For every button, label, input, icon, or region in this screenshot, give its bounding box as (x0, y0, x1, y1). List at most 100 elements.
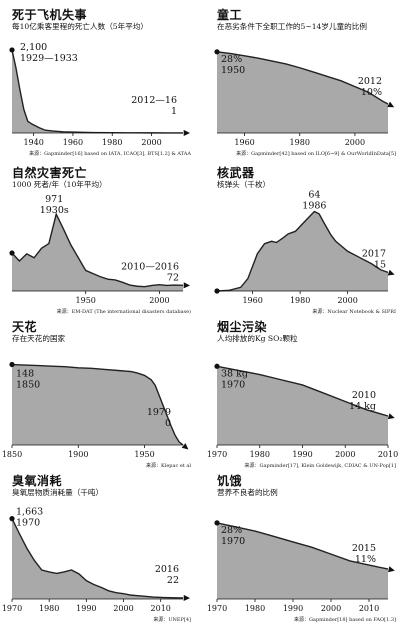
x-tick-label: 2010 (359, 604, 379, 613)
source-note: 来源：Gapminder[17], Klein Goldewijk, CDIAC… (245, 462, 396, 469)
annotation-period: 2017 (362, 248, 386, 259)
x-tick-label: 1990 (76, 604, 96, 613)
chart-subtitle: 每10亿乘客里程的死亡人数（5年平均） (12, 22, 148, 31)
chart-subtitle: 核弹头（千枚） (217, 180, 271, 189)
source-note: 来源：Gapminder[18] based on FAO[1.3] (294, 616, 396, 623)
x-tick-label: 2000 (149, 296, 169, 305)
chart-title: 天花 (12, 320, 38, 334)
source-note: 来源：UNEP[4] (153, 616, 191, 623)
chart-subtitle: 存在天花的国家 (12, 334, 66, 343)
chart-ozone-depletion: 1970 1980 1990 2000 20101,6631970222016来源：UN… (2, 507, 191, 623)
annotation-value: 28% (221, 54, 242, 65)
annotation-period: 1929—1933 (20, 53, 78, 64)
annotation-value: 0 (165, 418, 171, 429)
source-note: 来源：Gapminder[16] based on IATA, ICAO[3],… (29, 150, 191, 157)
x-tick-label: 2000 (345, 138, 365, 147)
annotation-value: 72 (167, 272, 179, 283)
source-note: 来源：Nuclear Notebook & SIPRI (312, 308, 396, 315)
chart-title: 死于飞机失事 (12, 8, 88, 22)
x-tick-label: 1950 (134, 450, 154, 459)
x-tick-label: 1960 (63, 138, 83, 147)
annotation-period: 2015 (352, 543, 376, 554)
panel-child-labor: 童工 在恶劣条件下全职工作的5~14岁儿童的比例 1960 1980 2000 28%… (205, 6, 405, 161)
annotation-value: 10% (361, 87, 382, 98)
source-note: 来源：Gapminder[42] based on ILO[6~9] & Our… (236, 150, 396, 157)
start-point (9, 250, 15, 256)
annotation-value: 38 kg (221, 368, 248, 379)
x-tick-label: 1980 (290, 296, 310, 305)
annotation-period: 1930s (40, 205, 69, 216)
annotation-value: 14 kg (349, 401, 376, 412)
annotation-period: 2010—2016 (121, 261, 179, 272)
annotation-period: 1970 (221, 536, 245, 547)
x-tick-label: 2000 (113, 604, 133, 613)
start-point (214, 520, 220, 526)
annotation-value: 971 (45, 194, 63, 205)
annotation-period: 1979 (147, 407, 171, 418)
source-note: 来源：Klepac et al (146, 462, 191, 469)
x-tick-label: 1990 (283, 604, 303, 613)
x-tick-label: 2000 (321, 604, 341, 613)
x-tick-label: 1970 (207, 450, 227, 459)
annotation-period: 1970 (221, 379, 245, 390)
end-arrow (387, 101, 395, 108)
end-arrow (183, 129, 190, 137)
source-note: 来源：EM-DAT (The international disasters d… (57, 308, 191, 315)
annotation-value: 11% (355, 554, 376, 565)
chart-title: 臭氧消耗 (12, 474, 63, 488)
annotation-period: 1850 (16, 380, 40, 391)
panel-hunger: 饥饿 营养不良者的比例 1970 1980 1990 2000 2010 28% 1970 1… (205, 472, 405, 627)
series-line (216, 51, 389, 105)
start-point (9, 516, 15, 522)
series-line (11, 518, 184, 599)
x-tick-label: 1950 (76, 296, 96, 305)
series-line (216, 365, 389, 417)
panel-soot-pollution: 烟尘污染 人均排放的Kg SO₂颗粒 1970 1980 1990 2000 2010 3… (205, 318, 405, 473)
series-area (12, 364, 183, 445)
annotation-period: 1950 (221, 65, 245, 76)
series-area (12, 214, 183, 291)
chart-title: 自然灾害死亡 (12, 166, 88, 180)
series-area (12, 518, 183, 599)
series-area (217, 366, 388, 445)
chart-subtitle: 1000 死者/年（10年平均） (12, 180, 107, 189)
end-arrow (183, 282, 190, 289)
x-tick-label: 1980 (39, 604, 59, 613)
x-tick-label: 1960 (234, 138, 254, 147)
chart-title: 烟尘污染 (217, 320, 268, 334)
end-arrow (387, 413, 395, 420)
series-area (217, 211, 388, 291)
annotation-period: 2010 (352, 390, 376, 401)
annotation-period: 1986 (302, 200, 326, 211)
series-area (12, 49, 183, 134)
start-point (9, 361, 15, 368)
annotation-period: 1970 (16, 518, 40, 529)
series-line (216, 522, 389, 570)
x-tick-label: 1970 (207, 604, 227, 613)
series-area (217, 522, 388, 599)
x-tick-label: 1850 (2, 450, 22, 459)
chart-hunger: 1970 1980 1990 2000 201028%197011%2015来源：Gap… (207, 520, 396, 623)
end-arrow (181, 443, 189, 450)
annotation-value: 15 (374, 259, 386, 270)
x-tick-label: 2010 (151, 604, 171, 613)
panel-disaster-deaths: 自然灾害死亡 1000 死者/年（10年平均） 1950 2000 971 1930s… (0, 164, 200, 319)
panel-air-deaths: 死于飞机失事 每10亿乘客里程的死亡人数（5年平均） 1940 1960 1980 2… (0, 6, 200, 161)
end-arrow (183, 594, 190, 601)
annotation-value: 1 (171, 106, 177, 117)
x-tick-label: 1980 (250, 450, 270, 459)
x-tick-label: 1980 (102, 138, 122, 147)
x-tick-label: 1990 (292, 450, 312, 459)
start-point (214, 49, 220, 55)
annotation-value: 2,100 (20, 42, 47, 53)
start-point (9, 47, 15, 53)
chart-title: 核武器 (217, 166, 255, 180)
chart-subtitle: 在恶劣条件下全职工作的5~14岁儿童的比例 (217, 22, 367, 31)
x-tick-label: 1940 (23, 138, 43, 147)
annotation-value: 1,663 (16, 507, 43, 518)
